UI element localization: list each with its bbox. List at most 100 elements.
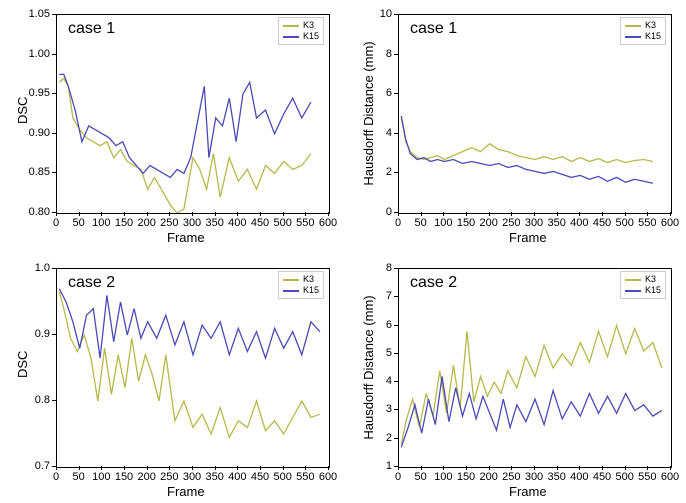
xtick-label: 200 (479, 217, 497, 229)
legend-text: K3 (645, 274, 656, 285)
xtick-label: 300 (525, 471, 543, 483)
legend-swatch (283, 279, 299, 281)
ytick-mark (394, 381, 398, 382)
xtick-mark (602, 466, 603, 470)
legend-row-k3: K3 (283, 20, 319, 31)
legend: K3K15 (278, 17, 324, 45)
ytick-label: 2 (386, 166, 392, 178)
legend-text: K15 (303, 31, 319, 42)
ytick-mark (394, 93, 398, 94)
xtick-mark (305, 466, 306, 470)
xtick-mark (328, 466, 329, 470)
xtick-label: 50 (415, 217, 427, 229)
xtick-label: 400 (570, 471, 588, 483)
ytick-mark (52, 14, 56, 15)
ytick-label: 8 (386, 262, 392, 274)
ytick-label: 2 (386, 432, 392, 444)
xtick-mark (670, 466, 671, 470)
legend-text: K15 (645, 285, 661, 296)
case-label: case 2 (410, 274, 457, 292)
legend-swatch (625, 25, 641, 27)
xtick-mark (443, 212, 444, 216)
case-label: case 1 (410, 20, 457, 38)
xtick-label: 450 (593, 217, 611, 229)
legend-row-k15: K15 (283, 285, 319, 296)
xtick-label: 250 (502, 471, 520, 483)
xaxis-label: Frame (509, 484, 547, 499)
yaxis-label: Hausdorff Distance (mm) (361, 287, 376, 448)
xtick-label: 450 (593, 471, 611, 483)
legend-row-k3: K3 (625, 20, 661, 31)
series-line-k15 (59, 74, 311, 177)
yaxis-label: Hausdorff Distance (mm) (361, 33, 376, 194)
ytick-label: 0.7 (35, 460, 50, 472)
xtick-label: 100 (92, 471, 110, 483)
ytick-label: 0.85 (29, 166, 50, 178)
ytick-mark (52, 93, 56, 94)
legend-swatch (625, 290, 641, 292)
xtick-mark (79, 212, 80, 216)
ytick-label: 1.00 (29, 48, 50, 60)
xtick-label: 400 (228, 217, 246, 229)
xtick-mark (579, 212, 580, 216)
xtick-label: 400 (570, 217, 588, 229)
ytick-label: 4 (386, 375, 392, 387)
xtick-label: 300 (183, 217, 201, 229)
xtick-label: 550 (638, 217, 656, 229)
legend-swatch (283, 36, 299, 38)
ytick-mark (394, 438, 398, 439)
xtick-label: 500 (273, 471, 291, 483)
ytick-mark (394, 54, 398, 55)
xtick-mark (101, 466, 102, 470)
xtick-mark (398, 466, 399, 470)
ytick-mark (394, 14, 398, 15)
ytick-label: 1 (386, 460, 392, 472)
series-line-k15 (401, 377, 662, 448)
xtick-label: 350 (547, 217, 565, 229)
ytick-mark (52, 212, 56, 213)
xtick-label: 200 (137, 471, 155, 483)
ytick-mark (394, 172, 398, 173)
series-line-k3 (401, 118, 653, 163)
ytick-label: 7 (386, 290, 392, 302)
xtick-mark (260, 212, 261, 216)
ytick-mark (52, 133, 56, 134)
xtick-label: 100 (434, 471, 452, 483)
xtick-mark (192, 212, 193, 216)
xtick-mark (534, 466, 535, 470)
xaxis-label: Frame (167, 484, 205, 499)
ytick-mark (52, 54, 56, 55)
xtick-mark (169, 212, 170, 216)
ytick-label: 8 (386, 48, 392, 60)
xtick-mark (79, 466, 80, 470)
xaxis-label: Frame (509, 230, 547, 245)
ytick-label: 10 (380, 8, 392, 20)
xtick-label: 450 (251, 471, 269, 483)
xaxis-label: Frame (167, 230, 205, 245)
xtick-mark (557, 466, 558, 470)
xtick-label: 0 (53, 471, 59, 483)
xtick-label: 50 (415, 471, 427, 483)
ytick-label: 0 (386, 206, 392, 218)
xtick-mark (466, 466, 467, 470)
xtick-mark (489, 212, 490, 216)
ytick-mark (394, 353, 398, 354)
xtick-label: 450 (251, 217, 269, 229)
xtick-label: 400 (228, 471, 246, 483)
legend-row-k15: K15 (625, 285, 661, 296)
xtick-label: 600 (319, 471, 337, 483)
case-label: case 2 (68, 274, 115, 292)
yaxis-label: DSC (15, 357, 30, 378)
legend-swatch (283, 290, 299, 292)
xtick-label: 150 (457, 471, 475, 483)
ytick-label: 6 (386, 319, 392, 331)
xtick-label: 0 (395, 471, 401, 483)
legend: K3K15 (620, 271, 666, 299)
xtick-mark (56, 212, 57, 216)
series-line-k15 (401, 116, 653, 183)
ytick-label: 3 (386, 403, 392, 415)
xtick-mark (147, 466, 148, 470)
xtick-mark (215, 212, 216, 216)
xtick-label: 100 (434, 217, 452, 229)
ytick-label: 0.95 (29, 87, 50, 99)
